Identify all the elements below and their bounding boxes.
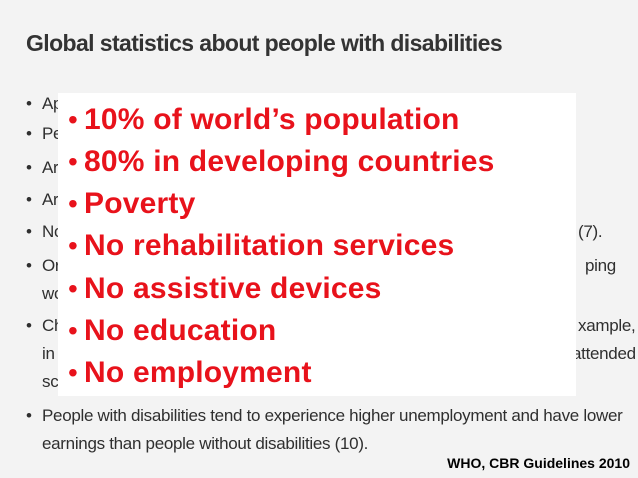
bg-line-tail: (7). <box>578 222 603 241</box>
bg-line-tail: attended <box>572 344 636 363</box>
source-credit: WHO, CBR Guidelines 2010 <box>447 455 630 471</box>
bg-list-continuation: in <box>42 344 55 363</box>
overlay-list-item: • No employment <box>68 356 312 389</box>
bg-list-item: • Pe <box>26 124 63 143</box>
overlay-list-item: • No education <box>68 314 277 347</box>
page-title: Global statistics about people with disa… <box>26 30 503 56</box>
bg-line-tail: ping <box>585 256 616 275</box>
bg-list-item: • Or <box>26 256 61 275</box>
bg-list-item: • Ar <box>26 158 59 177</box>
highlight-overlay: • 10% of world’s population • 80% in devel… <box>58 93 576 396</box>
overlay-list-item: • Poverty <box>68 187 196 220</box>
overlay-list-item: • No rehabilitation services <box>68 229 455 262</box>
overlay-list-item: • No assistive devices <box>68 272 382 305</box>
bg-list-item: • Ap <box>26 94 63 113</box>
bg-list-item-last: • People with disabilities tend to experi… <box>26 406 623 425</box>
bg-list-continuation: sc <box>42 372 59 391</box>
overlay-list-item: • 10% of world’s population <box>68 103 460 136</box>
bg-list-item: • Ar <box>26 190 59 209</box>
bg-list-continuation: earnings than people without disabilitie… <box>42 434 369 453</box>
overlay-list-item: • 80% in developing countries <box>68 145 495 178</box>
bg-line-tail: xample, <box>578 316 636 335</box>
